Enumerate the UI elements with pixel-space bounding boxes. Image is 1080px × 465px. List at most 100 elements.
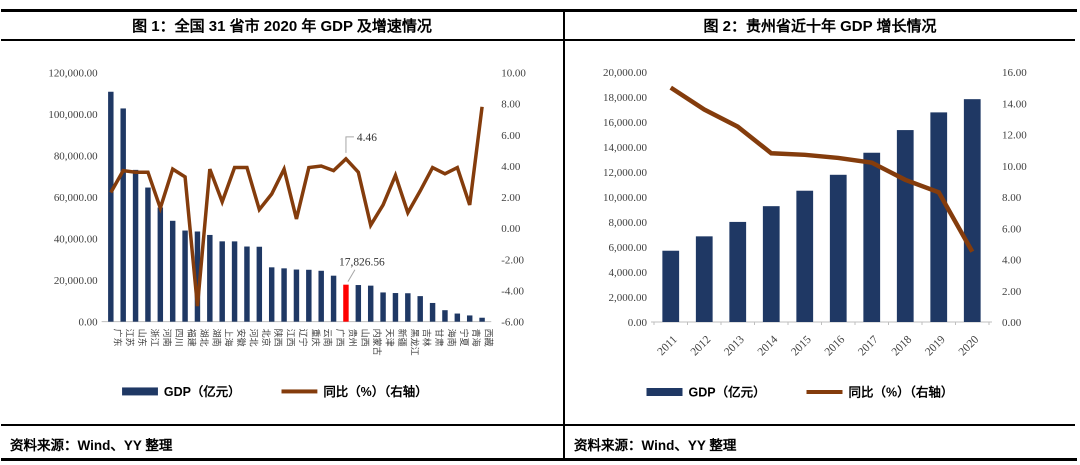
x-axis-label: 浙江	[149, 329, 160, 347]
gdp-bar	[355, 285, 362, 322]
gdp-bar	[268, 267, 275, 322]
gdp-bar	[194, 231, 201, 322]
gdp-bar	[662, 250, 680, 322]
gdp-bar	[207, 234, 213, 322]
figure-1-title: 图 1：全国 31 省市 2020 年 GDP 及增速情况	[1, 12, 563, 41]
legend-line-swatch	[806, 390, 843, 394]
figure-2-source: 资料来源：Wind、YY 整理	[565, 424, 1075, 458]
right-axis-label: 6.00	[1002, 223, 1022, 235]
gdp-bar	[896, 130, 914, 322]
gdp-bar	[145, 187, 151, 322]
growth-line	[669, 85, 975, 253]
annotation-leader	[347, 269, 356, 282]
right-axis-label: 12.00	[1002, 130, 1027, 142]
gdp-bar	[256, 246, 263, 322]
x-axis-label: 2013	[722, 333, 747, 358]
legend-bar-swatch	[122, 387, 158, 396]
gdp-bar	[695, 236, 713, 322]
gdp-bar	[120, 108, 126, 322]
x-axis-label: 广西	[335, 329, 346, 347]
gdp-bar	[219, 241, 225, 322]
gdp-bar	[244, 246, 250, 322]
figure-2-title: 图 2：贵州省近十年 GDP 增长情况	[565, 12, 1075, 41]
figure-2-chart: 20,000.00 18,000.00 16,000.00 14,000.00 12,0…	[603, 67, 1027, 400]
right-axis-label: 8.00	[501, 99, 521, 111]
legend-label: GDP（亿元）	[689, 385, 766, 400]
gdp-bar	[281, 268, 287, 322]
gdp-bar	[930, 112, 948, 323]
x-axis-label: 2015	[789, 333, 814, 358]
x-axis-label: 2012	[689, 333, 714, 358]
right-axis-label: 4.00	[501, 161, 521, 173]
x-axis-label: 2011	[655, 333, 680, 358]
right-axis-label: 2.00	[501, 192, 521, 204]
gdp-bar	[169, 220, 176, 322]
right-axis-label: 14.00	[1002, 98, 1027, 110]
right-axis-label: 16.00	[1002, 67, 1027, 79]
legend-label: 同比（%）（右轴）	[849, 385, 954, 400]
gdp-bar	[380, 292, 386, 322]
panel-figure-2: 图 2：贵州省近十年 GDP 增长情况 20,000.00 18,000.00 16…	[565, 12, 1075, 458]
x-axis-label: 江西	[286, 329, 296, 347]
x-axis-label: 西藏	[484, 329, 495, 347]
panel-figure-1: 图 1：全国 31 省市 2020 年 GDP 及增速情况 120,000.00…	[1, 12, 565, 458]
right-axis-label: -2.00	[501, 254, 524, 266]
left-axis-label: 0.00	[78, 317, 98, 329]
gdp-bar	[417, 296, 423, 322]
x-axis-label: 青海	[471, 329, 482, 347]
right-axis-label: 2.00	[1002, 286, 1022, 298]
x-axis-label: 广东	[112, 329, 123, 347]
gdp-bar	[479, 317, 485, 322]
x-axis-label: 重庆	[310, 329, 321, 347]
gdp-bar	[157, 207, 164, 322]
left-axis-label: 12,000.00	[603, 167, 648, 179]
annotation-label: 17,826.56	[339, 257, 385, 269]
left-axis-label: 120,000.00	[48, 68, 98, 80]
right-axis-label: 10.00	[501, 68, 526, 80]
right-axis-label: 0.00	[501, 223, 521, 235]
gdp-bar	[963, 99, 981, 322]
x-axis-label: 吉林	[422, 329, 433, 347]
left-axis-label: 10,000.00	[603, 192, 648, 204]
x-axis-label: 黑龙江	[409, 329, 420, 356]
gdp-bar	[454, 313, 461, 322]
figure-1-chart: 120,000.00 100,000.00 80,000.00 60,000.00 40…	[48, 68, 526, 399]
right-axis-label: 0.00	[1002, 317, 1022, 329]
gdp-bar	[293, 269, 300, 322]
legend-label: GDP（亿元）	[164, 384, 241, 399]
left-axis-label: 80,000.00	[54, 151, 98, 163]
left-axis-label: 20,000.00	[603, 67, 648, 79]
gdp-bar	[442, 310, 448, 322]
x-axis-label: 贵州	[347, 329, 358, 347]
x-axis-label: 湖北	[199, 329, 209, 347]
growth-line	[109, 106, 484, 307]
legend-bar-swatch	[646, 388, 683, 396]
x-axis-label: 湖南	[211, 329, 222, 347]
x-axis-label: 海南	[446, 329, 457, 347]
x-axis-label: 陕西	[273, 329, 284, 347]
x-axis-label: 江苏	[125, 329, 136, 347]
gdp-bar	[466, 315, 473, 322]
gdp-bar	[729, 221, 747, 322]
left-axis-label: 0.00	[628, 317, 648, 329]
gdp-bar	[306, 269, 312, 322]
gdp-bar	[796, 190, 814, 322]
legend-label: 同比（%）（右轴）	[323, 384, 427, 399]
gdp-bar	[318, 270, 324, 322]
legend-line-swatch	[281, 389, 318, 394]
right-axis-label: 6.00	[501, 130, 521, 142]
right-axis-label: -6.00	[501, 317, 524, 329]
left-axis-label: 40,000.00	[54, 234, 98, 246]
x-axis-label: 上海	[224, 329, 235, 347]
highlight-bar	[343, 284, 349, 322]
x-axis-label: 2016	[823, 333, 848, 358]
x-axis-label: 北京	[261, 329, 272, 347]
gdp-bar	[330, 275, 337, 322]
left-axis-label: 6,000.00	[609, 242, 648, 254]
x-axis-label: 宁夏	[459, 329, 470, 347]
left-axis-label: 100,000.00	[48, 109, 98, 121]
annotation-label: 4.46	[357, 132, 377, 144]
x-axis-label: 四川	[174, 329, 184, 347]
x-axis-label: 福建	[187, 329, 198, 347]
figure-table: 图 1：全国 31 省市 2020 年 GDP 及增速情况 120,000.00…	[1, 9, 1077, 461]
